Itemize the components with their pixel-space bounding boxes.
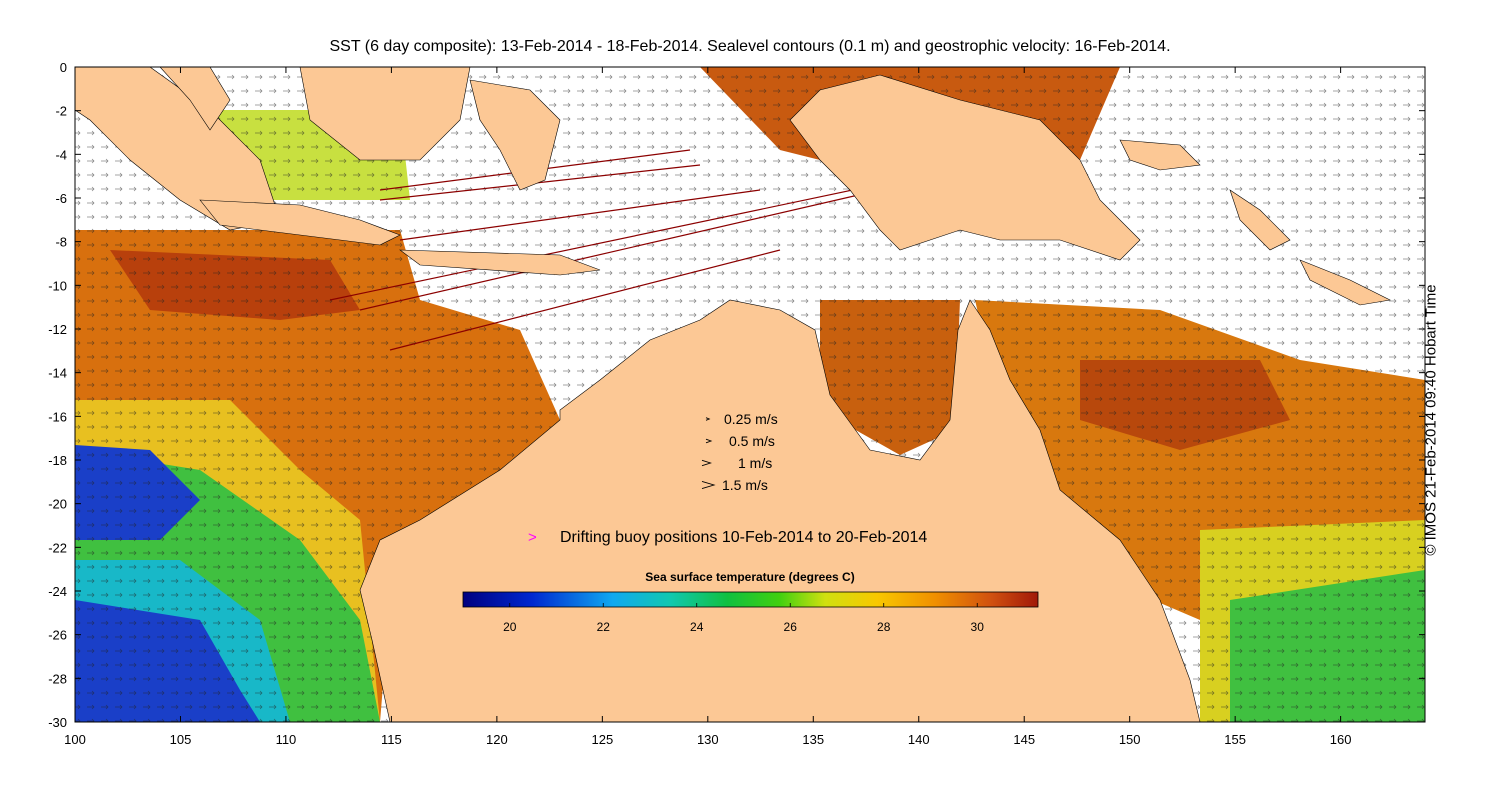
map-canvas [75,67,1425,722]
y-tick-label: -24 [48,584,67,599]
land-new-guinea [789,74,1141,261]
x-tick-label: 135 [802,732,824,747]
y-tick-label: 0 [60,60,67,75]
colorbar-tick-label: 20 [503,620,517,634]
colorbar-title: Sea surface temperature (degrees C) [645,570,854,584]
velocity-legend-label: 0.25 m/s [724,411,778,427]
y-tick-label: -28 [48,671,67,686]
x-tick-label: 140 [908,732,930,747]
x-tick-label: 105 [170,732,192,747]
land [75,67,1391,722]
velocity-legend-label: 1 m/s [738,455,772,471]
land-solomons-2 [1299,259,1391,306]
y-tick-label: -6 [55,191,67,206]
y-tick-label: -12 [48,322,67,337]
land-java [199,199,401,246]
buoy-legend-symbol: > [528,529,537,546]
land-borneo [299,67,471,161]
plot-frame [74,66,1426,723]
x-tick-label: 120 [486,732,508,747]
colorbar-ramp [462,591,1039,608]
colorbar-tick-label: 22 [597,620,611,634]
x-tick-label: 145 [1013,732,1035,747]
x-tick-label: 155 [1224,732,1246,747]
x-tick-label: 125 [591,732,613,747]
y-tick-label: -4 [55,147,67,162]
colorbar-tick-label: 28 [877,620,891,634]
map-title: SST (6 day composite): 13-Feb-2014 - 18-… [329,38,1171,55]
land-australia [359,299,1201,722]
velocity-legend: 0.25 m/s 0.5 m/s 1 m/s 1.5 m/s [701,411,778,493]
y-tick-label: -30 [48,715,67,730]
buoy-legend-label: Drifting buoy positions 10-Feb-2014 to 2… [560,529,927,546]
x-tick-label: 150 [1119,732,1141,747]
y-tick-label: -2 [55,104,67,119]
land-sulawesi [469,79,561,191]
velocity-legend-arrow [701,480,716,490]
credit-label: © IMOS 21-Feb-2014 09:40 Hobart Time [1422,284,1440,556]
colorbar-ticks: 20 22 24 26 28 30 [503,603,984,634]
buoy-legend: > Drifting buoy positions 10-Feb-2014 to… [528,529,927,546]
y-tick-label: -20 [48,497,67,512]
velocity-legend-label: 0.5 m/s [729,433,775,449]
y-tick-label: -14 [48,366,67,381]
colorbar: Sea surface temperature (degrees C) 20 22… [462,570,1039,634]
velocity-legend-arrow [705,438,713,444]
land-new-britain [1119,139,1201,171]
x-tick-label: 130 [697,732,719,747]
x-tick-label: 110 [276,732,297,747]
colorbar-tick-label: 24 [690,620,704,634]
land-solomons [1229,189,1291,251]
x-tick-label: 160 [1330,732,1352,747]
x-tick-label: 115 [381,732,402,747]
y-axis: 0 -2 -4 -6 -8 -10 -12 -14 -16 -18 -20 -22 -24 -26 -28 -… [48,60,1425,730]
y-tick-label: -16 [48,409,67,424]
land-malay [159,67,231,131]
y-tick-label: -22 [48,540,67,555]
y-tick-label: -26 [48,628,67,643]
x-axis: 100 105 110 115 120 125 130 135 140 145 150 155 160 [64,67,1351,747]
land-sunda [399,249,601,276]
velocity-legend-arrow [701,459,712,467]
y-tick-label: -18 [48,453,67,468]
x-tick-label: 100 [64,732,86,747]
velocity-legend-arrow [705,417,711,421]
velocity-legend-label: 1.5 m/s [722,477,768,493]
colorbar-tick-label: 30 [971,620,985,634]
colorbar-tick-label: 26 [784,620,798,634]
y-tick-label: -10 [48,278,67,293]
y-tick-label: -8 [55,235,67,250]
